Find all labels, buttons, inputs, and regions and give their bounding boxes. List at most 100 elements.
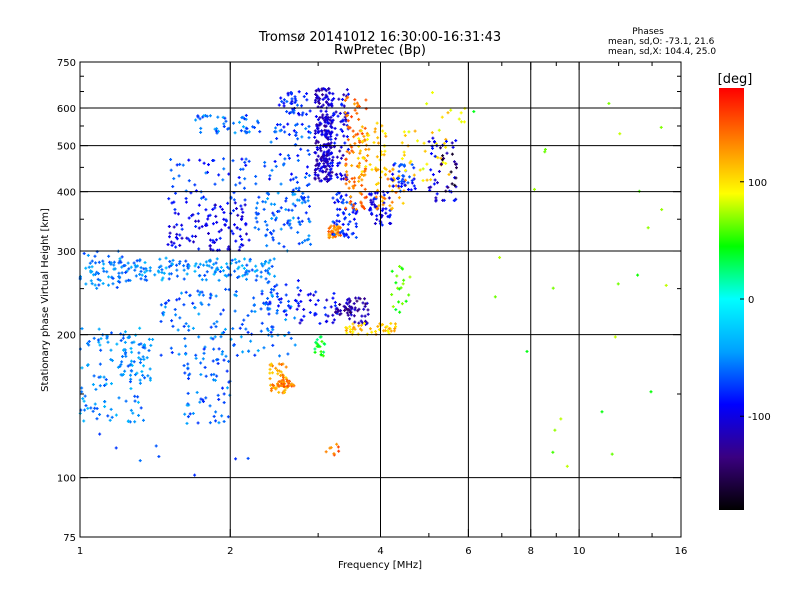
data-point xyxy=(134,333,138,337)
data-point xyxy=(159,319,163,323)
data-point xyxy=(250,309,254,313)
data-point xyxy=(117,271,121,275)
data-point xyxy=(272,257,276,261)
data-point xyxy=(277,304,281,308)
data-point xyxy=(219,335,223,339)
data-point xyxy=(192,240,196,244)
data-point xyxy=(259,307,263,311)
data-point xyxy=(157,265,161,269)
data-point xyxy=(342,122,346,126)
data-point xyxy=(215,374,219,378)
data-point xyxy=(160,270,164,274)
data-point xyxy=(265,223,269,227)
data-point xyxy=(339,233,343,237)
data-point xyxy=(260,262,264,266)
data-point xyxy=(279,370,283,374)
data-point xyxy=(337,309,341,313)
data-point xyxy=(600,410,604,414)
data-point xyxy=(268,231,272,235)
data-point xyxy=(636,273,640,277)
data-point xyxy=(303,239,307,243)
data-point xyxy=(365,131,369,135)
data-point xyxy=(187,264,191,268)
data-point xyxy=(422,141,426,145)
data-point xyxy=(329,161,333,165)
data-point xyxy=(386,177,390,181)
data-point xyxy=(352,314,356,318)
data-point xyxy=(234,207,238,211)
data-point xyxy=(244,327,248,331)
data-point xyxy=(381,196,385,200)
data-point xyxy=(318,169,322,173)
data-point xyxy=(80,366,84,370)
data-point xyxy=(175,223,179,227)
data-point xyxy=(339,156,343,160)
data-point xyxy=(95,286,99,290)
data-point xyxy=(264,200,268,204)
data-point xyxy=(400,141,404,145)
data-point xyxy=(347,186,351,190)
data-point xyxy=(338,149,342,153)
data-point xyxy=(440,115,444,119)
data-point xyxy=(234,457,238,461)
data-point xyxy=(393,322,397,326)
data-point xyxy=(306,293,310,297)
data-point xyxy=(431,136,435,140)
data-point xyxy=(351,210,355,214)
data-point xyxy=(173,207,177,211)
data-point xyxy=(199,373,203,377)
data-point xyxy=(391,305,395,309)
data-point xyxy=(397,287,401,291)
data-point xyxy=(431,173,435,177)
data-point xyxy=(277,354,281,358)
data-point xyxy=(159,303,163,307)
data-point xyxy=(188,293,192,297)
data-point xyxy=(333,141,337,145)
data-point xyxy=(351,322,355,326)
data-point xyxy=(193,264,197,268)
y-tick-label: 75 xyxy=(63,533,76,544)
data-point xyxy=(234,290,238,294)
data-point xyxy=(377,141,381,145)
data-point xyxy=(319,335,323,339)
data-point xyxy=(98,412,102,416)
data-point xyxy=(410,179,414,183)
data-point xyxy=(104,382,108,386)
data-point xyxy=(303,175,307,179)
data-point xyxy=(130,369,134,373)
data-point xyxy=(219,312,223,316)
data-point xyxy=(233,257,237,261)
data-point xyxy=(429,168,433,172)
data-point xyxy=(316,148,320,152)
data-point xyxy=(295,180,299,184)
data-point xyxy=(441,160,445,164)
data-point xyxy=(162,311,166,315)
data-point xyxy=(187,179,191,183)
data-point xyxy=(98,362,102,366)
data-point xyxy=(98,432,102,436)
data-point xyxy=(214,238,218,242)
data-point xyxy=(254,174,258,178)
data-point xyxy=(268,174,272,178)
data-point xyxy=(298,321,302,325)
data-point xyxy=(335,227,339,231)
data-point xyxy=(172,241,176,245)
data-point xyxy=(259,270,263,274)
data-point xyxy=(279,384,283,388)
data-point xyxy=(238,245,242,249)
data-point xyxy=(163,305,167,309)
data-point xyxy=(258,130,262,134)
data-point xyxy=(316,140,320,144)
data-point xyxy=(187,158,191,162)
data-point xyxy=(119,363,123,367)
data-point xyxy=(373,127,377,131)
data-point xyxy=(317,89,321,93)
data-point xyxy=(413,187,417,191)
data-point xyxy=(353,183,357,187)
data-point xyxy=(432,182,436,186)
data-point xyxy=(397,196,401,200)
data-point xyxy=(372,203,376,207)
data-point xyxy=(301,111,305,115)
data-point xyxy=(197,219,201,223)
data-point xyxy=(186,367,190,371)
